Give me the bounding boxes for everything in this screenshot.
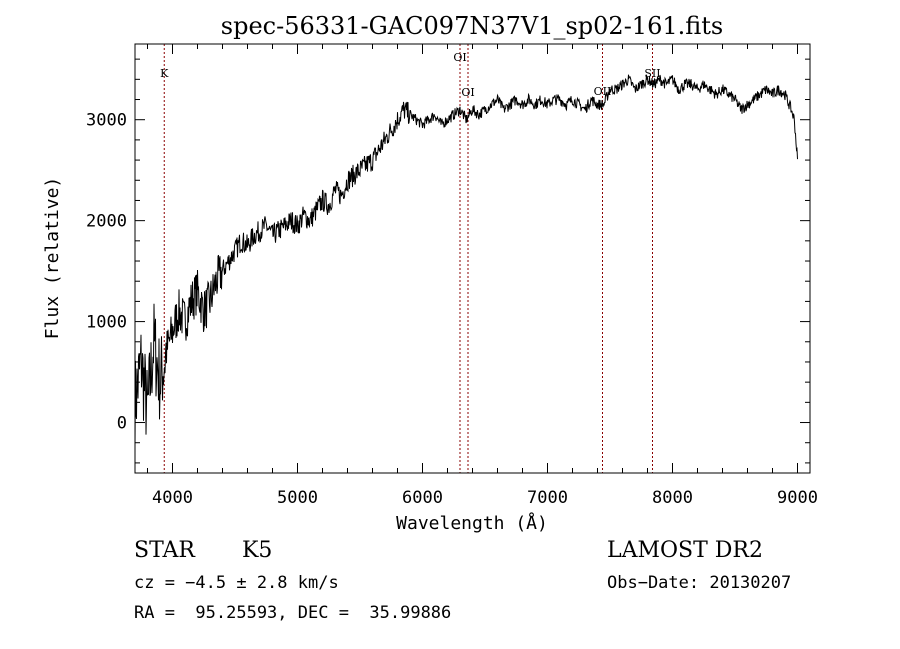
object-class: STAR: [134, 538, 195, 563]
line-marker-label: SII: [644, 67, 660, 80]
x-tick-label: 8000: [652, 488, 693, 508]
x-tick-label: 9000: [777, 488, 818, 508]
x-tick-label: 5000: [277, 488, 318, 508]
x-tick-label: 6000: [402, 488, 443, 508]
y-tick-label: 3000: [86, 111, 127, 131]
y-tick-label: 1000: [86, 313, 127, 333]
spectrum-line: [134, 74, 798, 448]
coordinates: RA = 95.25593, DEC = 35.99886: [134, 603, 452, 623]
axes: 4000 5000 6000 7000 8000 9000 0 1000 2000 3000: [86, 43, 818, 508]
x-axis-label: Wavelength (Å): [396, 512, 548, 534]
spectrum-series: [134, 74, 798, 448]
line-marker-label: OI: [453, 51, 466, 64]
line-marker-label: OI: [461, 86, 474, 99]
redshift-cz: cz = −4.5 ± 2.8 km/s: [134, 573, 339, 593]
x-tick-label: 7000: [527, 488, 568, 508]
observation-date: Obs−Date: 20130207: [607, 573, 792, 593]
y-tick-label: 0: [117, 414, 127, 434]
y-tick-label: 2000: [86, 212, 127, 232]
y-axis-label: Flux (relative): [42, 177, 63, 340]
survey-name: LAMOST DR2: [607, 538, 763, 563]
line-marker-label: K: [160, 67, 169, 80]
object-subclass: K5: [242, 538, 273, 563]
x-tick-label: 4000: [152, 488, 193, 508]
chart-title: spec-56331-GAC097N37V1_sp02-161.fits: [221, 12, 723, 40]
